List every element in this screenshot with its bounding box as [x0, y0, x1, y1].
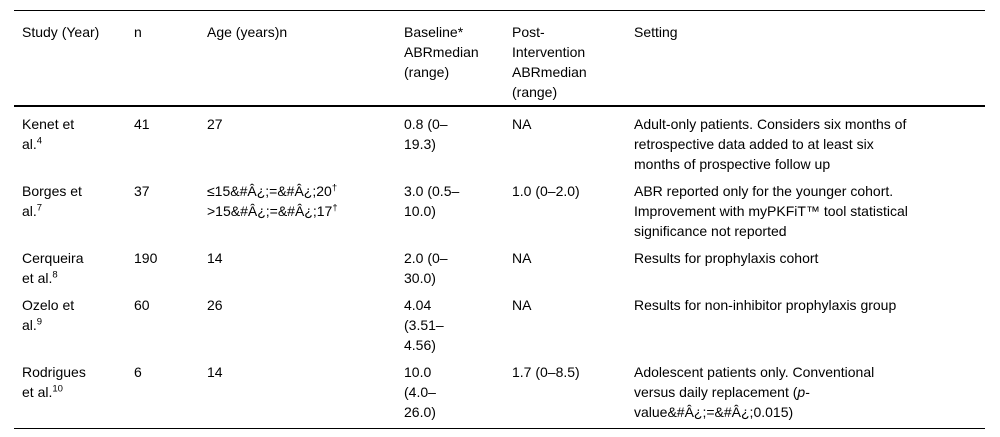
column-header-study-year: Study (Year) — [14, 10, 126, 107]
cell-n: 37 — [134, 183, 150, 199]
table-body: Kenet et al.4 41 27 0.8 (0– 19.3) NA Adu… — [14, 106, 985, 429]
cell-age: 14 — [207, 250, 223, 266]
cell-n: 6 — [134, 364, 142, 380]
cell-study: Borges et al.7 — [22, 183, 82, 219]
cell-setting: Adolescent patients only. Conventional v… — [634, 364, 875, 420]
cell-post-abr: NA — [512, 116, 532, 132]
cell-post-abr: NA — [512, 297, 532, 313]
cell-baseline-abr: 3.0 (0.5– 10.0) — [404, 183, 460, 219]
header-row: Study (Year) n Age (years)n Baseline* AB… — [14, 10, 985, 107]
cell-post-abr: NA — [512, 250, 532, 266]
cell-study: Cerqueira et al.8 — [22, 250, 84, 286]
cell-baseline-abr: 0.8 (0– 19.3) — [404, 116, 448, 152]
column-header-setting: Setting — [626, 10, 985, 107]
cell-setting: ABR reported only for the younger cohort… — [634, 183, 908, 239]
column-header-baseline-abr: Baseline* ABRmedian (range) — [396, 10, 504, 107]
cell-n: 60 — [134, 297, 150, 313]
column-header-n: n — [126, 10, 199, 107]
cell-n: 41 — [134, 116, 150, 132]
cell-setting: Results for non-inhibitor prophylaxis gr… — [634, 297, 897, 313]
cell-age: 27 — [207, 116, 223, 132]
cell-setting: Adult-only patients. Considers six month… — [634, 116, 907, 172]
cell-post-abr: 1.7 (0–8.5) — [512, 364, 580, 380]
cell-age: 14 — [207, 364, 223, 380]
table-row-rodrigues: Rodrigues et al.10 6 14 10.0 (4.0– 26.0)… — [14, 355, 985, 429]
cell-post-abr: 1.0 (0–2.0) — [512, 183, 580, 199]
table-row-ozelo: Ozelo et al.9 60 26 4.04 (3.51– 4.56) NA… — [14, 288, 985, 355]
table-row-cerqueira: Cerqueira et al.8 190 14 2.0 (0– 30.0) N… — [14, 241, 985, 288]
cell-study: Ozelo et al.9 — [22, 297, 75, 333]
cell-n: 190 — [134, 250, 158, 266]
cell-baseline-abr: 10.0 (4.0– 26.0) — [404, 364, 436, 420]
cell-baseline-abr: 2.0 (0– 30.0) — [404, 250, 448, 286]
table-header: Study (Year) n Age (years)n Baseline* AB… — [14, 10, 985, 107]
column-header-post-intervention-abr: Post- Intervention ABRmedian (range) — [504, 10, 626, 107]
table-row-borges: Borges et al.7 37 ≤15&#Â¿;=&#Â¿;20† >15&… — [14, 174, 985, 241]
column-header-age: Age (years)n — [199, 10, 396, 107]
table-row-kenet: Kenet et al.4 41 27 0.8 (0– 19.3) NA Adu… — [14, 106, 985, 174]
cell-baseline-abr: 4.04 (3.51– 4.56) — [404, 297, 444, 353]
cell-study: Kenet et al.4 — [22, 116, 75, 152]
study-summary-table: Study (Year) n Age (years)n Baseline* AB… — [14, 10, 985, 429]
cell-setting: Results for prophylaxis cohort — [634, 250, 819, 266]
cell-age: 26 — [207, 297, 223, 313]
cell-study: Rodrigues et al.10 — [22, 364, 86, 400]
cell-age: ≤15&#Â¿;=&#Â¿;20† >15&#Â¿;=&#Â¿;17† — [207, 182, 338, 219]
